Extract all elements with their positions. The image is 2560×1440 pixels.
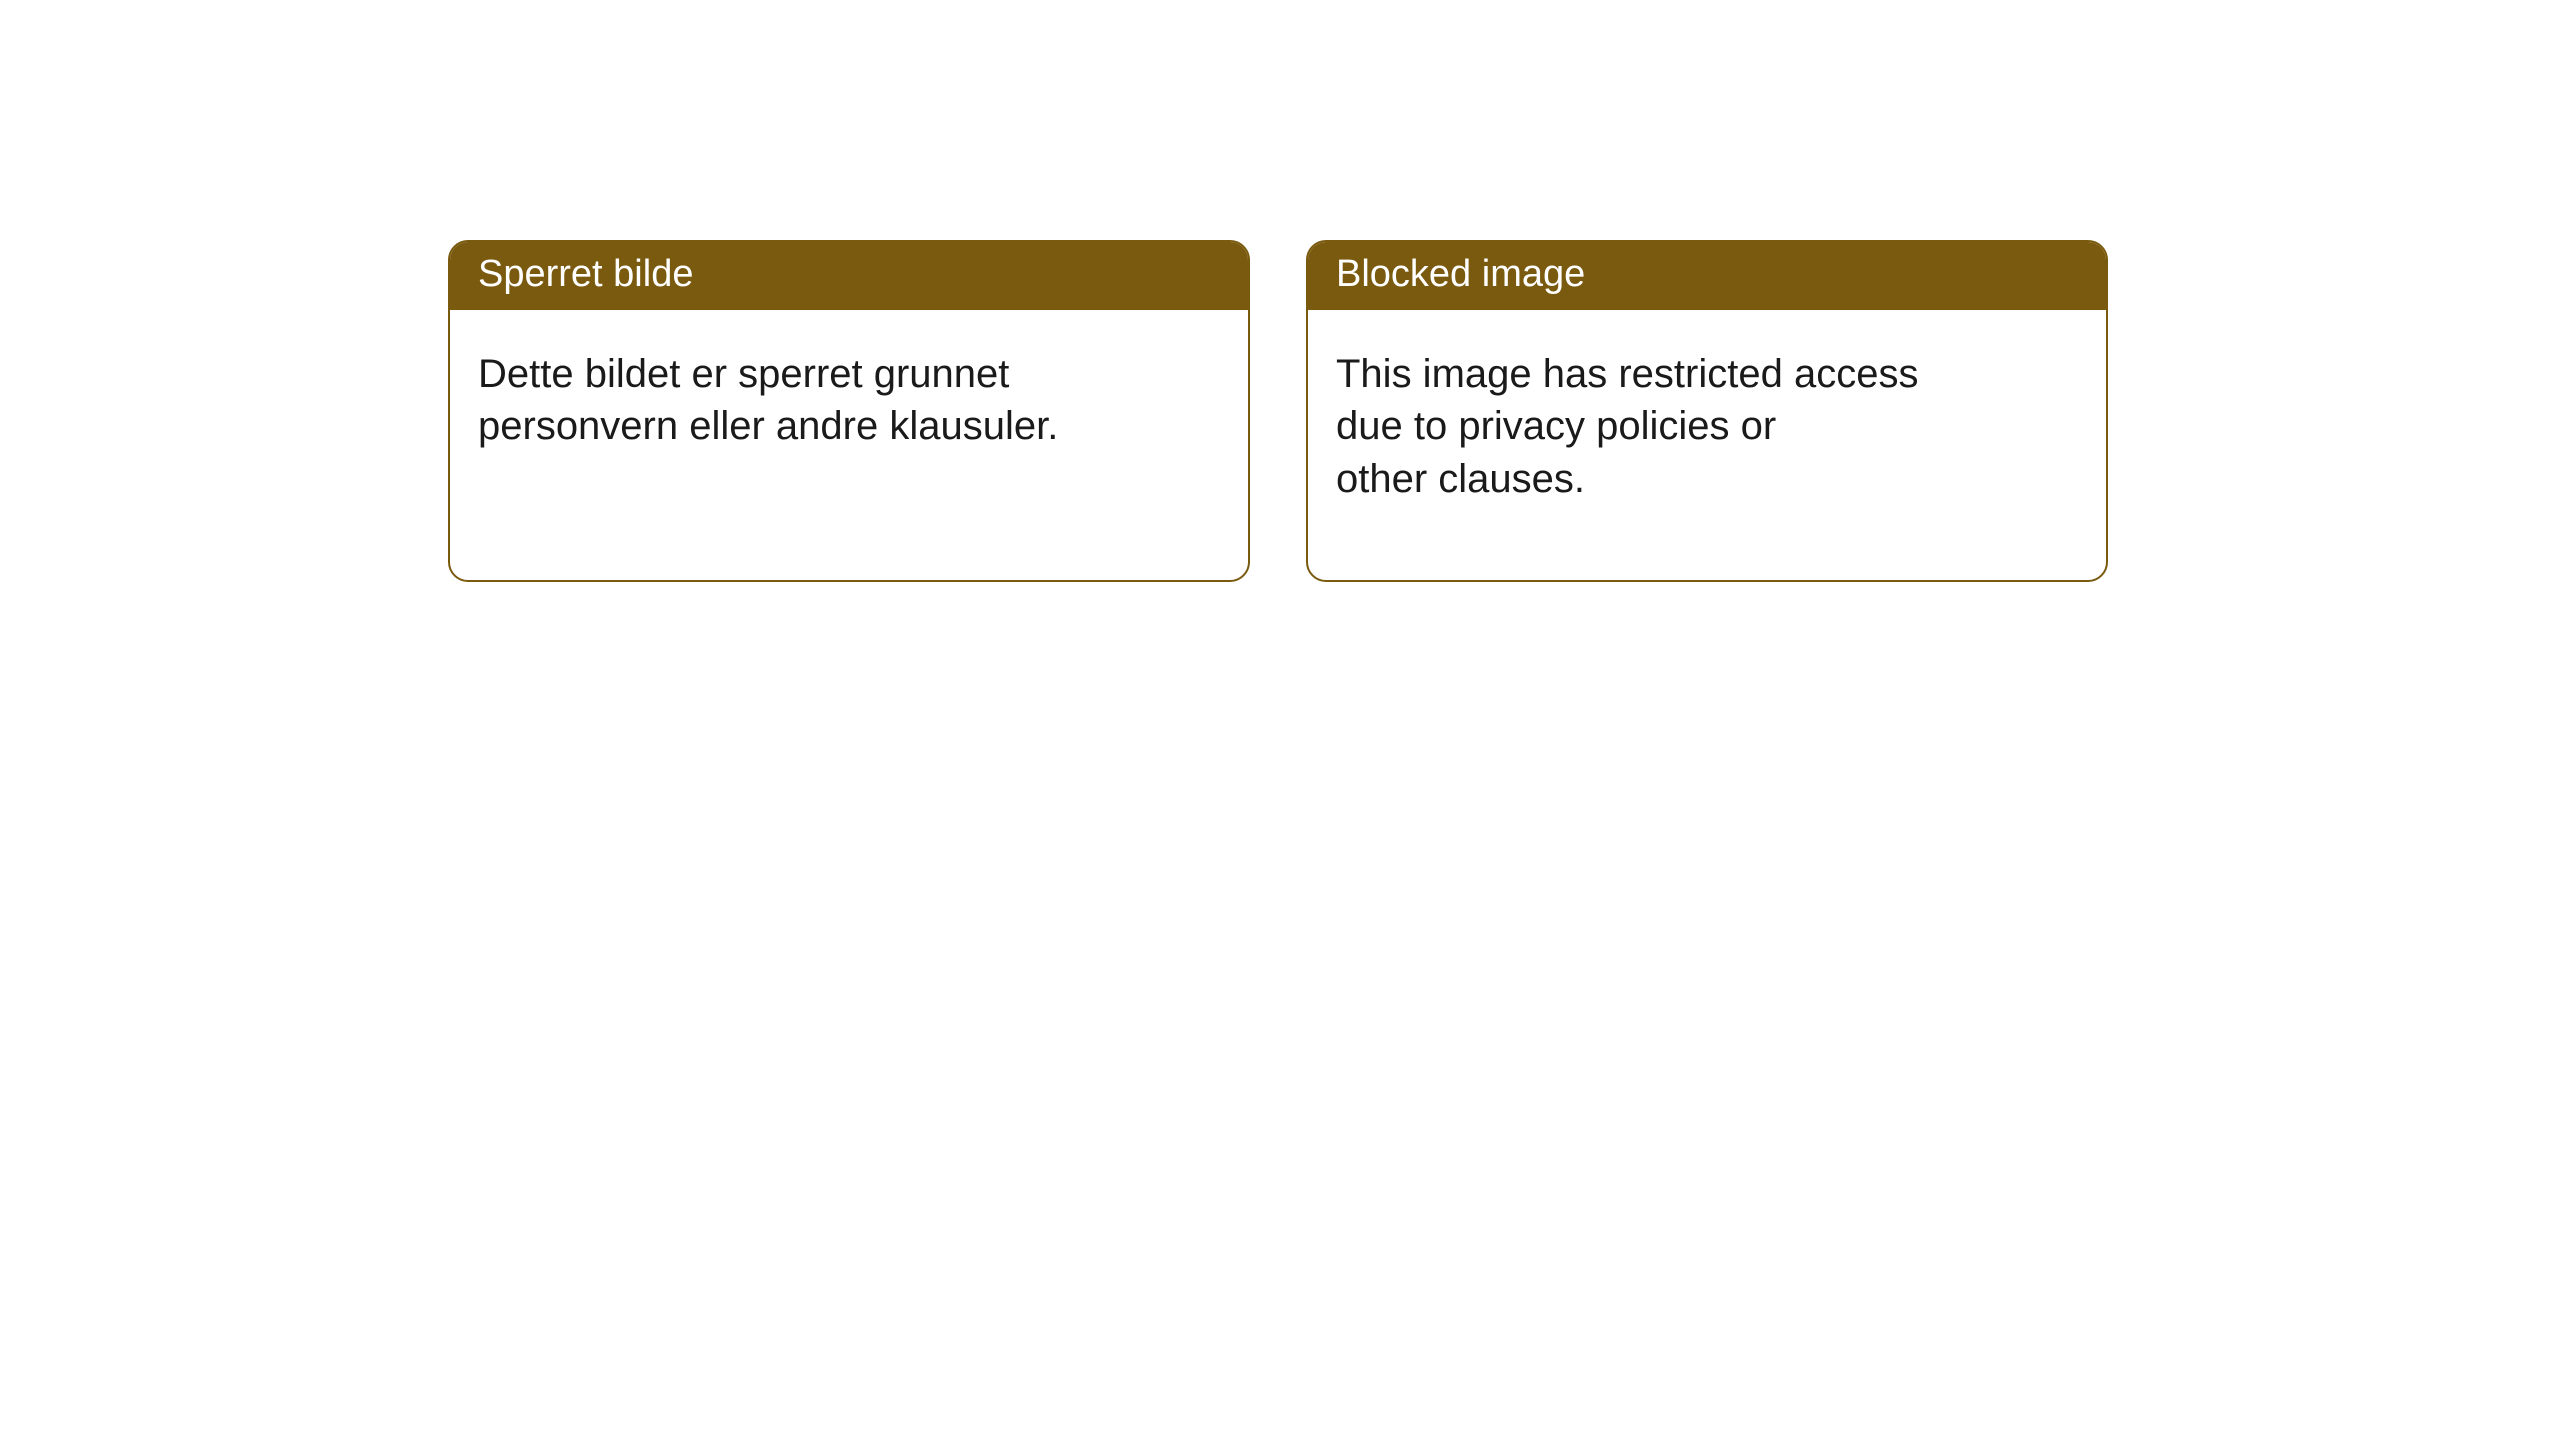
notice-card-norwegian: Sperret bilde Dette bildet er sperret gr… (448, 240, 1250, 582)
notice-card-english: Blocked image This image has restricted … (1306, 240, 2108, 582)
notice-cards-container: Sperret bilde Dette bildet er sperret gr… (0, 0, 2560, 582)
notice-card-body: This image has restricted access due to … (1308, 310, 2106, 580)
notice-card-body: Dette bildet er sperret grunnet personve… (450, 310, 1248, 580)
notice-card-title: Sperret bilde (450, 242, 1248, 310)
notice-card-title: Blocked image (1308, 242, 2106, 310)
